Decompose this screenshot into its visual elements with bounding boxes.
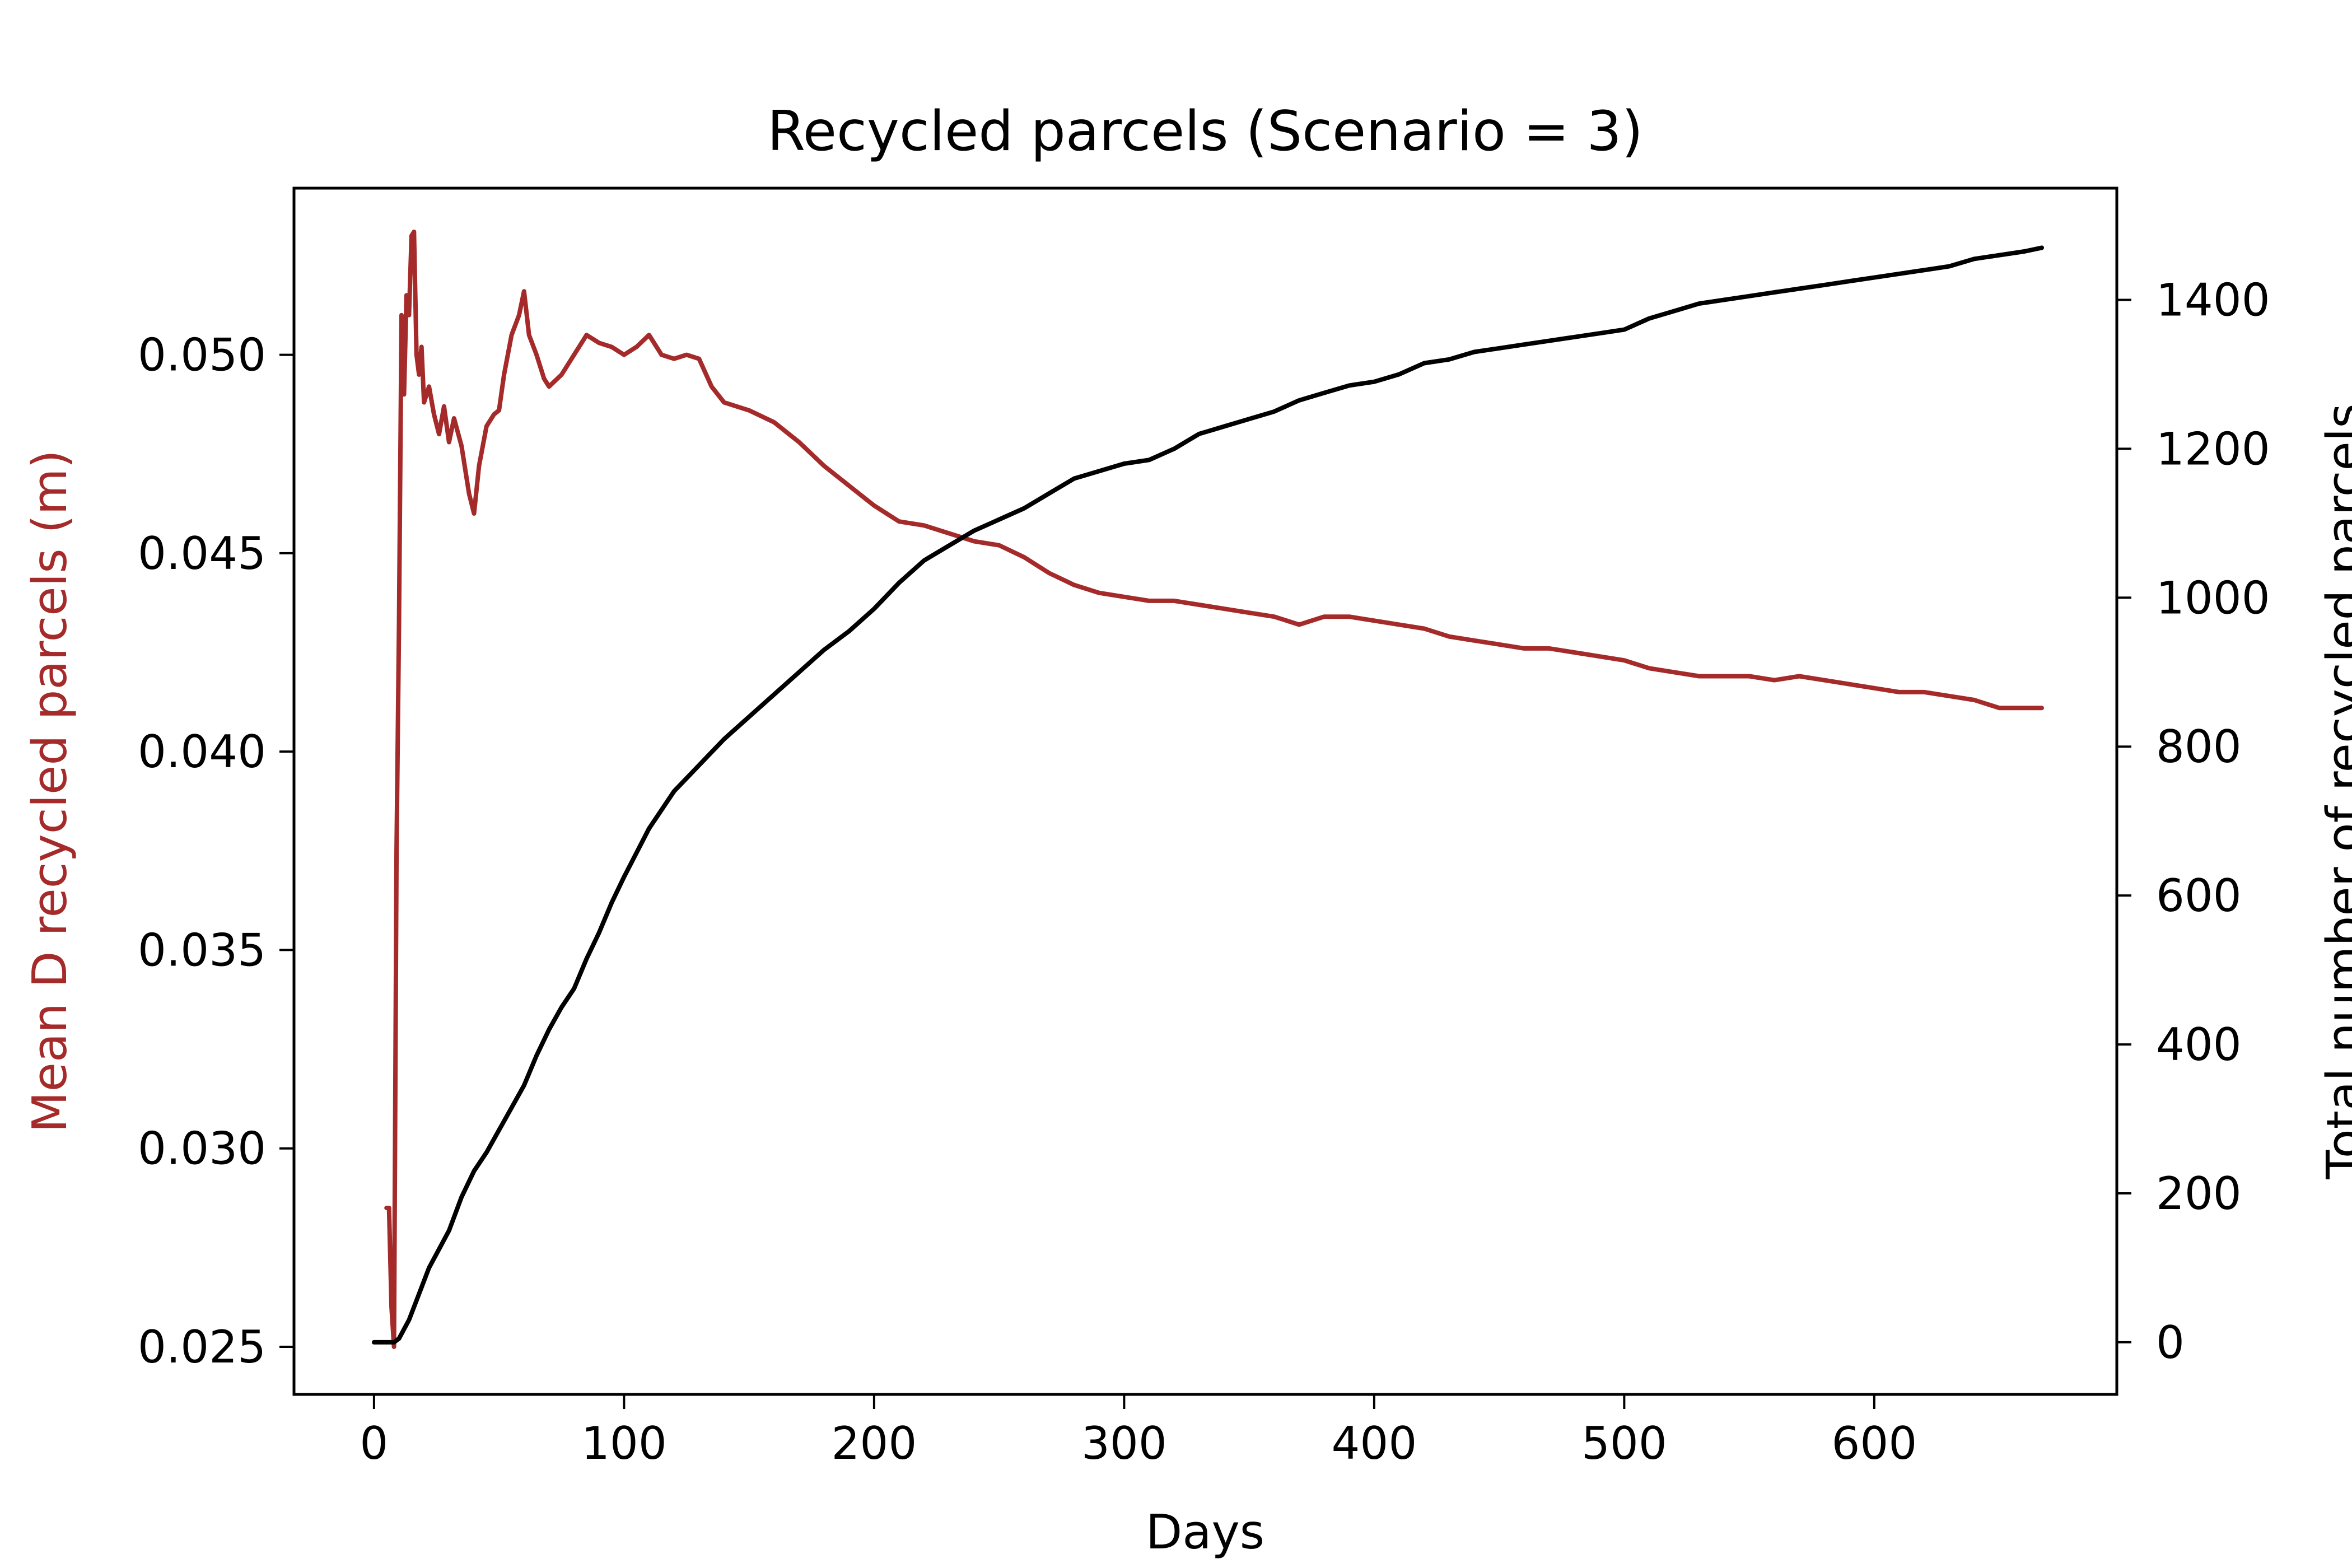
series-line-total-count xyxy=(371,245,2044,1345)
x-tick-label-5: 500 xyxy=(1581,1417,1667,1469)
y-left-tick-label-5: 0.050 xyxy=(138,329,266,381)
y-right-tick-label-1: 200 xyxy=(2156,1168,2242,1220)
series-line-mean-d xyxy=(384,229,2044,1349)
series-layer xyxy=(371,229,2044,1349)
x-tick-label-0: 0 xyxy=(360,1417,388,1469)
y-right-tick-label-2: 400 xyxy=(2156,1019,2242,1071)
y-axis-right: 0 200 400 600 800 1000 1200 1400 xyxy=(2117,274,2270,1369)
x-tick-label-4: 400 xyxy=(1332,1417,1417,1469)
y-left-tick-label-1: 0.030 xyxy=(138,1123,266,1175)
plot-area-frame xyxy=(292,186,2118,1396)
x-axis: 0 100 200 300 400 500 600 xyxy=(360,1394,1917,1469)
y-left-tick-label-4: 0.045 xyxy=(138,528,266,580)
x-tick-label-2: 200 xyxy=(832,1417,917,1469)
x-tick-label-3: 300 xyxy=(1081,1417,1167,1469)
y-axis-left-title: Mean D recycled parcels (m) xyxy=(22,450,78,1132)
y-right-tick-label-3: 600 xyxy=(2156,870,2242,922)
y-right-tick-label-4: 800 xyxy=(2156,721,2242,773)
x-tick-label-1: 100 xyxy=(581,1417,667,1469)
y-right-tick-label-7: 1400 xyxy=(2156,274,2270,326)
y-left-tick-label-0: 0.025 xyxy=(138,1321,266,1373)
y-right-tick-label-0: 0 xyxy=(2156,1317,2185,1369)
x-tick-label-6: 600 xyxy=(1832,1417,1917,1469)
y-axis-left: 0.025 0.030 0.035 0.040 0.045 0.050 xyxy=(138,329,294,1373)
y-left-tick-label-3: 0.040 xyxy=(138,726,266,778)
x-axis-title: Days xyxy=(1146,1505,1264,1560)
y-left-tick-label-2: 0.035 xyxy=(138,924,266,976)
y-right-tick-label-5: 1000 xyxy=(2156,572,2270,624)
y-axis-right-title: Total number of recycled parcels xyxy=(2317,403,2352,1179)
y-right-tick-label-6: 1200 xyxy=(2156,423,2270,475)
chart-title: Recycled parcels (Scenario = 3) xyxy=(767,100,1643,164)
